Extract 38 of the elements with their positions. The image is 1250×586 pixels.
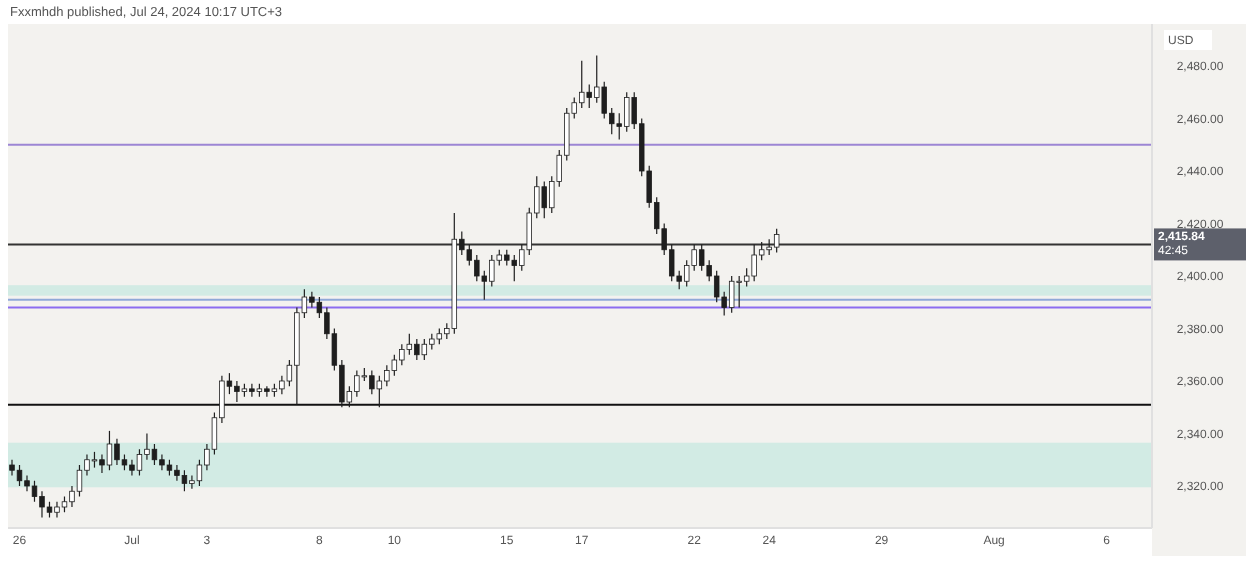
candlestick [579,60,585,109]
candlestick [16,464,23,487]
candlestick [54,501,60,519]
candlestick [698,243,705,272]
candlestick [713,270,720,303]
candlestick [489,254,495,288]
candlestick [181,469,188,492]
candlestick [399,343,405,366]
candlestick [136,448,143,477]
candlestick [234,380,240,403]
candlestick [376,375,383,408]
candlestick [106,430,113,471]
candlestick [31,480,38,503]
candlestick [249,383,255,398]
candlestick [736,275,742,309]
candlestick [369,369,375,395]
candlestick [264,385,270,398]
candlestick [541,180,547,219]
candlestick [406,333,413,356]
candlestick [114,438,120,466]
candlestick [624,91,630,133]
candlestick [174,464,180,482]
candlestick [601,81,607,120]
candlestick [39,490,45,519]
candlestick [728,275,735,314]
candlestick [773,228,780,253]
candlestick [9,459,15,477]
candlestick [414,338,420,361]
candlestick [384,364,390,387]
candlestick [586,83,592,109]
candlestick [129,459,135,477]
candlestick [511,254,517,282]
candlestick [421,338,428,361]
candlestick [391,354,398,377]
candlestick [354,369,360,398]
candlestick [309,291,315,309]
candlestick [474,254,480,282]
candlestick [751,243,757,282]
